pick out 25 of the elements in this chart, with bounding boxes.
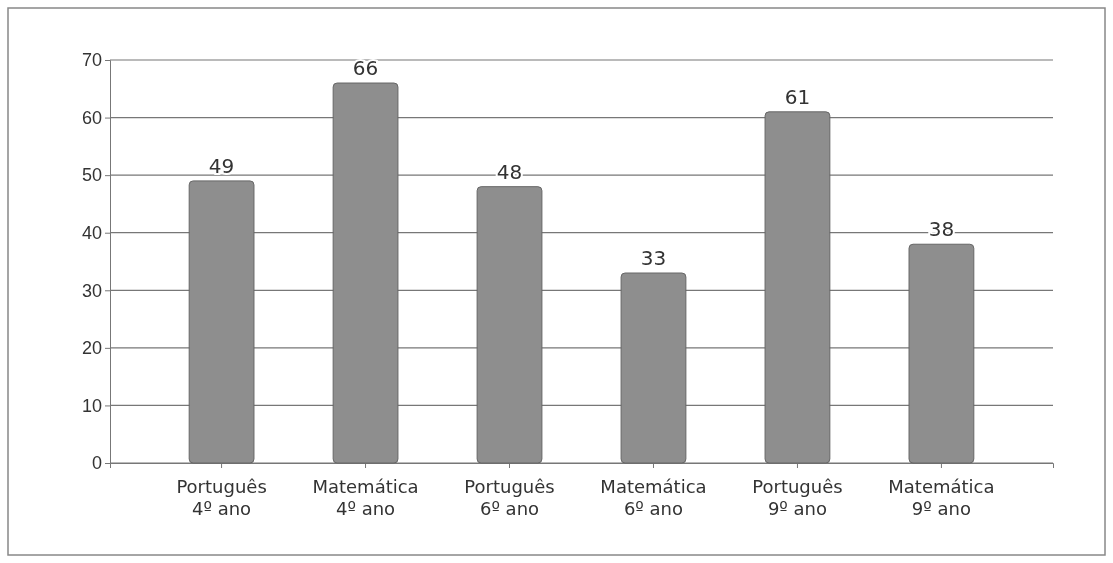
y-tick-label: 10: [81, 395, 102, 416]
bar: [764, 111, 831, 464]
bar: [332, 82, 399, 464]
y-tick-label: 30: [81, 280, 102, 301]
data-label: 33: [640, 246, 667, 271]
y-tick-label: 50: [81, 165, 102, 186]
x-tick-label: Matemática 6º ano: [600, 476, 707, 519]
x-tick-label: Português 6º ano: [464, 476, 555, 519]
y-tick-label: 70: [81, 50, 102, 71]
data-label: 48: [496, 159, 523, 184]
bar: [620, 272, 687, 464]
x-tick-label: Português 4º ano: [176, 476, 267, 519]
x-tick-label: Português 9º ano: [752, 476, 843, 519]
y-tick-label: 40: [81, 222, 102, 243]
bar: [188, 180, 255, 464]
data-label: 61: [784, 84, 811, 109]
data-label: 66: [352, 56, 379, 81]
bar: [476, 186, 543, 464]
x-tick-label: Matemática 4º ano: [312, 476, 419, 519]
y-tick-label: 0: [91, 453, 102, 474]
bar: [908, 243, 975, 464]
y-tick-label: 60: [81, 107, 102, 128]
y-tick-label: 20: [81, 338, 102, 359]
x-tick-label: Matemática 9º ano: [888, 476, 995, 519]
data-label: 49: [208, 153, 235, 178]
